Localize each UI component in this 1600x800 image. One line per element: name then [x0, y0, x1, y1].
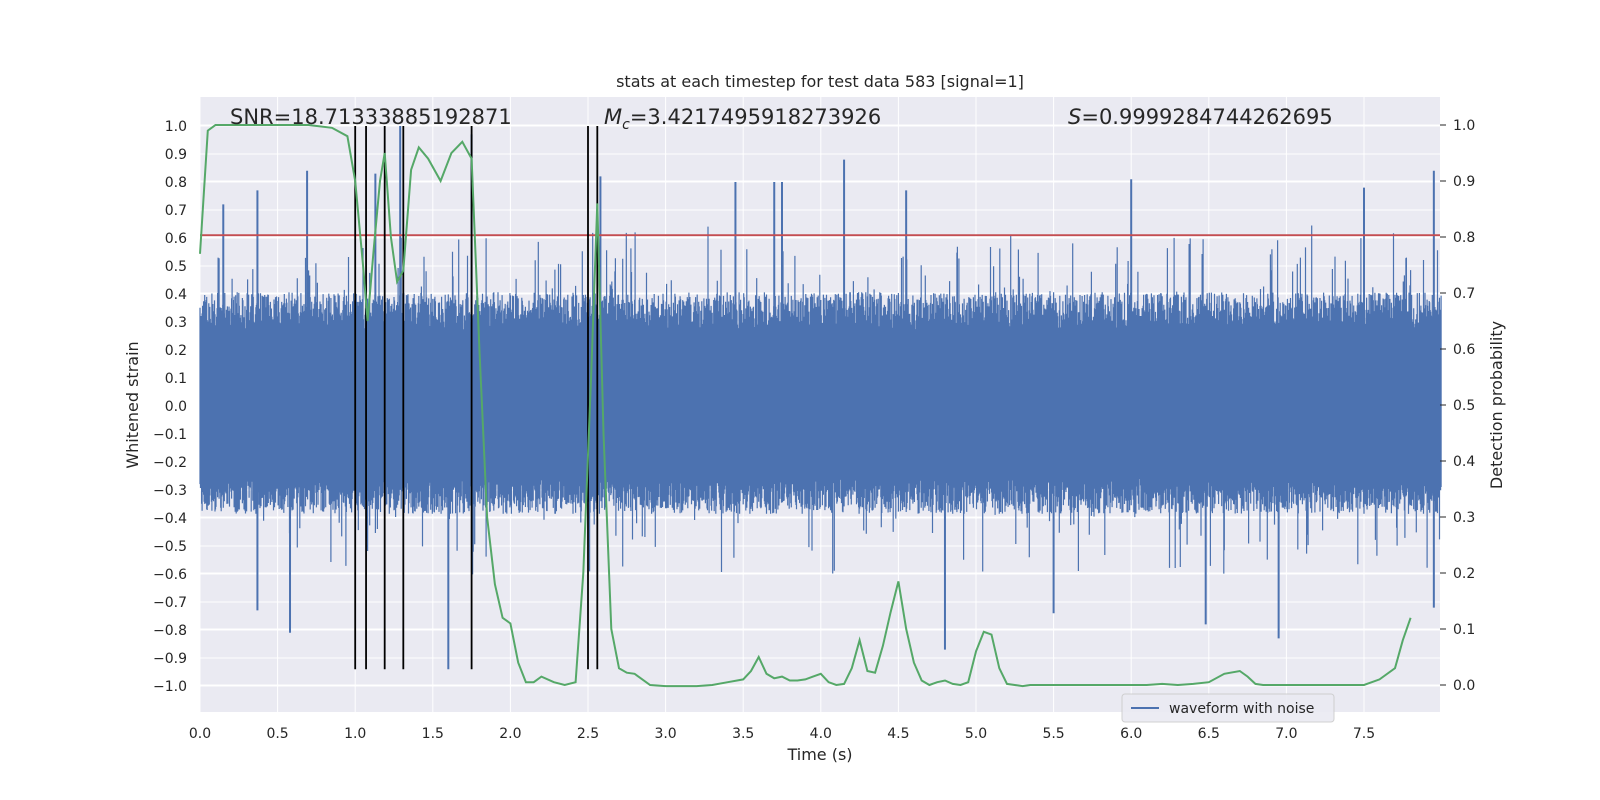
y-left-tick-label: −0.6: [153, 567, 187, 583]
y-right-tick-label: 0.2: [1453, 566, 1475, 582]
y-right-tick-label: 0.1: [1453, 622, 1475, 638]
x-tick-label: 2.5: [577, 726, 599, 742]
y-left-tick-label: −0.3: [153, 483, 187, 499]
y-axis-right-label: Detection probability: [1487, 321, 1506, 489]
x-tick-label: 4.0: [810, 726, 832, 742]
y-left-tick-label: −0.5: [153, 539, 187, 555]
y-left-tick-label: 0.1: [165, 371, 187, 387]
x-tick-label: 0.0: [189, 726, 211, 742]
y-left-tick-label: 0.3: [165, 315, 187, 331]
score-annotation: S=0.9999284744262695: [1068, 105, 1333, 129]
y-left-tick-label: −0.8: [153, 623, 187, 639]
y-left-tick-label: −1.0: [153, 679, 187, 695]
y-left-tick-label: 0.5: [165, 259, 187, 275]
x-tick-label: 0.5: [266, 726, 288, 742]
legend-label-waveform: waveform with noise: [1169, 701, 1314, 717]
y-left-tick-label: −0.1: [153, 427, 187, 443]
x-tick-label: 4.5: [887, 726, 909, 742]
snr-annotation: SNR=18.71333885192871: [230, 105, 512, 129]
y-left-tick-label: −0.4: [153, 511, 187, 527]
x-tick-label: 7.5: [1353, 726, 1375, 742]
y-left-tick-label: 0.7: [165, 203, 187, 219]
x-tick-label: 3.5: [732, 726, 754, 742]
legend: waveform with noise: [1121, 693, 1335, 723]
y-left-tick-label: 1.0: [165, 119, 187, 135]
score-symbol: S: [1068, 105, 1081, 129]
axis-ticks: 0.0 0.5 1.0 1.5 2.0 2.5 3.0 3.5 4.0 4.5 5.0 5.5 6.0 6…: [153, 118, 1475, 742]
x-tick-label: 5.0: [965, 726, 987, 742]
x-tick-label: 7.0: [1275, 726, 1297, 742]
chirp-mass-value: =3.4217495918273926: [630, 105, 881, 129]
y-left-tick-label: −0.9: [153, 651, 187, 667]
y-left-tick-label: 0.8: [165, 175, 187, 191]
y-right-tick-label: 0.9: [1453, 174, 1475, 190]
y-right-tick-label: 0.0: [1453, 678, 1475, 694]
y-left-tick-label: 0.6: [165, 231, 187, 247]
y-right-tick-label: 0.3: [1453, 510, 1475, 526]
y-left-tick-label: 0.9: [165, 147, 187, 163]
x-tick-label: 3.0: [654, 726, 676, 742]
y-right-tick-label: 0.6: [1453, 342, 1475, 358]
chirp-mass-symbol: M: [604, 105, 622, 129]
detection-probability-series: [199, 124, 1412, 688]
x-tick-label: 1.0: [344, 726, 366, 742]
x-tick-label: 6.0: [1120, 726, 1142, 742]
y-right-tick-label: 0.5: [1453, 398, 1475, 414]
y-left-tick-label: 0.4: [165, 287, 187, 303]
x-tick-label: 1.5: [422, 726, 444, 742]
x-tick-label: 6.5: [1198, 726, 1220, 742]
chirp-mass-annotation: Mc=3.4217495918273926: [604, 105, 881, 133]
y-left-tick-label: −0.7: [153, 595, 187, 611]
chirp-mass-subscript: c: [622, 117, 630, 133]
legend-box: [1121, 693, 1335, 723]
x-tick-label: 5.5: [1042, 726, 1064, 742]
x-tick-label: 2.0: [499, 726, 521, 742]
waveform-series: [199, 126, 1442, 670]
x-axis-label: Time (s): [786, 745, 852, 764]
y-axis-left-label: Whitened strain: [123, 341, 142, 468]
y-left-tick-label: 0.2: [165, 343, 187, 359]
waveform-line: [199, 225, 1442, 575]
y-right-tick-label: 0.4: [1453, 454, 1475, 470]
y-left-tick-label: −0.2: [153, 455, 187, 471]
y-right-tick-label: 1.0: [1453, 118, 1475, 134]
y-right-tick-label: 0.7: [1453, 286, 1475, 302]
chart-title: stats at each timestep for test data 583…: [616, 72, 1024, 91]
score-value: =0.9999284744262695: [1081, 105, 1332, 129]
detection-probability-line: [199, 124, 1412, 688]
y-right-tick-label: 0.8: [1453, 230, 1475, 246]
y-left-tick-label: 0.0: [165, 399, 187, 415]
